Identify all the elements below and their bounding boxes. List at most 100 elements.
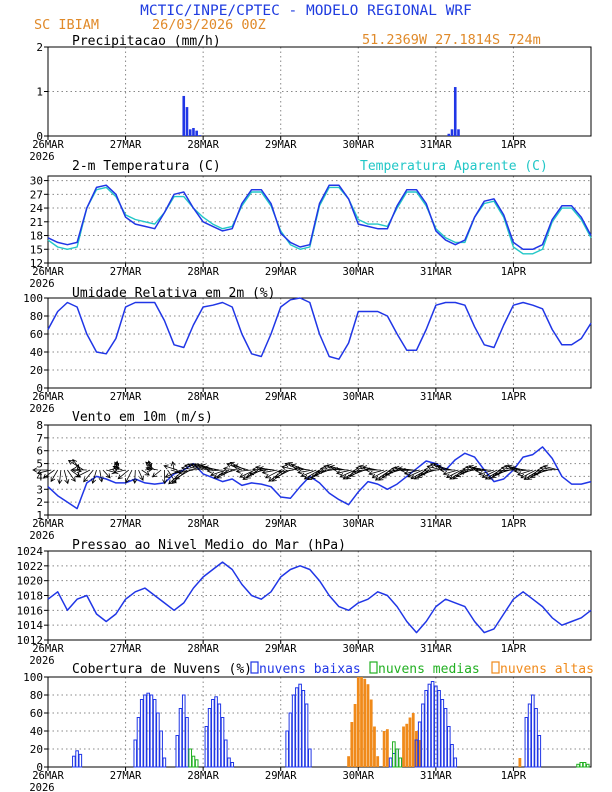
wind-vector-158 — [542, 464, 559, 471]
legend-label-mid: nuvens medias — [378, 662, 480, 677]
wind-vector-24 — [113, 469, 126, 475]
precip-bar-0 — [182, 95, 186, 136]
wind-vector-89 — [319, 466, 336, 472]
wind-vector-11 — [67, 459, 84, 471]
clouds-ytick-label-5: 100 — [23, 671, 43, 684]
precip-bar-2 — [188, 129, 192, 136]
temp-xtick-label-3: 29MAR — [265, 266, 297, 278]
rh-ytick-label-5: 100 — [23, 292, 43, 305]
wind-vector-137 — [474, 468, 491, 474]
precip-ytick-label-2: 2 — [36, 41, 43, 54]
legend-box-high — [491, 661, 500, 674]
cloud-low-bar-48 — [446, 726, 451, 768]
temp-ytick-label-4: 24 — [30, 202, 44, 215]
rh-title: Umidade Relativa em 2m (%) — [72, 286, 276, 301]
wind-vector-94 — [335, 469, 352, 475]
cloud-high-bar-14 — [408, 717, 412, 767]
cloud-high-bar-2 — [353, 704, 357, 767]
wind-vector-138 — [478, 469, 495, 476]
temp-ytick-label-0: 12 — [30, 257, 43, 270]
header-coords: 51.2369W 27.1814S 724m — [362, 32, 541, 48]
wind-vector-63 — [235, 468, 252, 474]
wind-vector-83 — [300, 469, 317, 478]
wind-vector-17 — [102, 469, 111, 479]
wind-vector-12 — [70, 467, 87, 473]
wind-vector-61 — [229, 461, 246, 471]
wind-vector-15 — [91, 469, 97, 484]
cloud-mid-bar-1 — [191, 755, 196, 768]
rh-ytick-label-2: 40 — [30, 346, 43, 359]
cloud-low-bar-6 — [143, 694, 147, 768]
clouds-frame — [47, 676, 592, 768]
cloud-high-bar-18 — [518, 758, 522, 767]
wind-vector-10 — [72, 458, 81, 471]
wind-vector-34 — [145, 466, 158, 472]
cloud-low-bar-20 — [214, 696, 218, 768]
cloud-high-bar-13 — [405, 723, 409, 767]
wind-vector-99 — [352, 468, 369, 474]
cloud-low-bar-18 — [207, 708, 212, 768]
cloud-low-bar-51 — [524, 717, 529, 768]
clouds-ytick-label-1: 20 — [30, 743, 43, 756]
cloud-low-bar-23 — [223, 739, 228, 768]
wind-vector-149 — [513, 468, 530, 474]
precip-bar-3 — [192, 127, 195, 136]
cloud-mid-bar-4 — [395, 748, 399, 768]
legend-box-low — [250, 661, 259, 674]
cloud-low-bar-7 — [146, 692, 150, 768]
wind-vector-95 — [339, 469, 356, 478]
wind-vector-155 — [533, 469, 550, 476]
clouds-panel: 0 20 40 60 80 100 26MAR 27MAR 28MAR 29MAR 30MAR 31M… — [23, 671, 592, 792]
pressure-ytick-label-4: 1020 — [17, 575, 44, 588]
cloud-low-bar-34 — [388, 757, 393, 768]
cloud-low-bar-55 — [537, 735, 542, 768]
temp-title: 2-m Temperatura (C) — [72, 159, 221, 174]
legend-label-low: nuvens baixas — [259, 662, 361, 677]
wind-vector-81 — [293, 466, 310, 472]
cloud-low-bar-42 — [427, 683, 432, 768]
cloud-low-bar-2 — [78, 753, 83, 768]
cloud-low-bar-27 — [288, 712, 293, 768]
cloud-low-bar-46 — [440, 699, 445, 768]
temp-year-label: 2026 — [29, 278, 54, 290]
wind-vector-36 — [162, 469, 168, 485]
cloud-low-bar-52 — [527, 703, 532, 768]
rh-xtick-label-3: 29MAR — [265, 391, 297, 403]
wind-ytick-label-2: 3 — [36, 483, 43, 496]
wind-vector-128 — [445, 469, 462, 479]
wind-vector-65 — [242, 469, 259, 480]
wind-vector-104 — [368, 469, 385, 476]
wind-vector-16 — [98, 469, 104, 483]
wind-ytick-label-4: 5 — [36, 458, 43, 471]
temp-2m-line — [47, 184, 592, 251]
precip-xtick-label-3: 29MAR — [265, 139, 297, 151]
pressure-ytick-label-1: 1014 — [17, 619, 44, 632]
wind-vector-35 — [151, 469, 162, 478]
wind-ytick-label-1: 2 — [36, 496, 43, 509]
wind-ytick-label-7: 8 — [36, 419, 43, 432]
cloud-low-bar-28 — [291, 694, 296, 768]
pressure-ytick-label-5: 1022 — [17, 560, 44, 573]
precip-bar-5 — [198, 135, 202, 136]
wind-vector-62 — [232, 464, 249, 471]
wind-vector-29 — [141, 469, 150, 476]
temp-legend-apparent: Temperatura Aparente (C) — [360, 159, 548, 174]
wind-vector-27 — [132, 469, 138, 484]
cloud-low-bar-5 — [139, 699, 144, 768]
wind-vector-107 — [378, 469, 395, 481]
pressure-xtick-label-1: 27MAR — [110, 643, 142, 655]
wind-vector-122 — [426, 464, 443, 471]
cloud-low-bar-44 — [434, 685, 438, 768]
wind-vector-150 — [517, 469, 533, 477]
wind-vector-54 — [206, 468, 223, 474]
cloud-low-bar-21 — [217, 703, 222, 768]
wind-vector-102 — [361, 465, 378, 471]
temp-xtick-label-6: 1APR — [501, 266, 527, 278]
clouds-ytick-label-4: 80 — [30, 689, 43, 702]
cloud-low-bar-24 — [227, 757, 231, 768]
cloud-high-bar-4 — [360, 677, 363, 767]
